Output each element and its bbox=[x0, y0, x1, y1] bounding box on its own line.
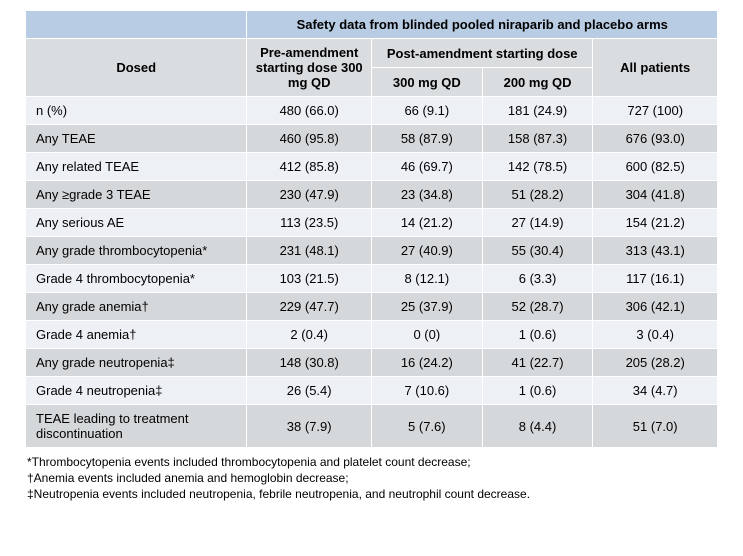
header-blank bbox=[26, 11, 247, 39]
header-pre: Pre-amendment starting dose 300 mg QD bbox=[247, 39, 372, 97]
header-dosed: Dosed bbox=[26, 39, 247, 97]
cell-p200: 51 (28.2) bbox=[482, 181, 593, 209]
cell-all: 3 (0.4) bbox=[593, 321, 718, 349]
cell-p300: 66 (9.1) bbox=[371, 97, 482, 125]
header-post-200: 200 mg QD bbox=[482, 68, 593, 97]
cell-p200: 27 (14.9) bbox=[482, 209, 593, 237]
cell-pre: 230 (47.9) bbox=[247, 181, 372, 209]
table-row: Any grade thrombocytopenia*231 (48.1)27 … bbox=[26, 237, 718, 265]
cell-p200: 158 (87.3) bbox=[482, 125, 593, 153]
cell-p200: 1 (0.6) bbox=[482, 377, 593, 405]
cell-p200: 8 (4.4) bbox=[482, 405, 593, 448]
cell-pre: 103 (21.5) bbox=[247, 265, 372, 293]
cell-p200: 1 (0.6) bbox=[482, 321, 593, 349]
cell-p300: 8 (12.1) bbox=[371, 265, 482, 293]
header-all: All patients bbox=[593, 39, 718, 97]
cell-pre: 229 (47.7) bbox=[247, 293, 372, 321]
cell-all: 205 (28.2) bbox=[593, 349, 718, 377]
row-label: Any grade thrombocytopenia* bbox=[26, 237, 247, 265]
table-row: TEAE leading to treatment discontinuatio… bbox=[26, 405, 718, 448]
cell-pre: 231 (48.1) bbox=[247, 237, 372, 265]
cell-pre: 38 (7.9) bbox=[247, 405, 372, 448]
cell-p200: 55 (30.4) bbox=[482, 237, 593, 265]
cell-p200: 142 (78.5) bbox=[482, 153, 593, 181]
cell-all: 34 (4.7) bbox=[593, 377, 718, 405]
row-label: Any TEAE bbox=[26, 125, 247, 153]
cell-p300: 25 (37.9) bbox=[371, 293, 482, 321]
cell-p200: 181 (24.9) bbox=[482, 97, 593, 125]
cell-all: 600 (82.5) bbox=[593, 153, 718, 181]
cell-all: 154 (21.2) bbox=[593, 209, 718, 237]
cell-p300: 23 (34.8) bbox=[371, 181, 482, 209]
cell-p300: 0 (0) bbox=[371, 321, 482, 349]
cell-all: 727 (100) bbox=[593, 97, 718, 125]
footnotes: *Thrombocytopenia events included thromb… bbox=[25, 448, 718, 503]
row-label: Grade 4 neutropenia‡ bbox=[26, 377, 247, 405]
table-row: Any ≥grade 3 TEAE230 (47.9)23 (34.8)51 (… bbox=[26, 181, 718, 209]
table-row: Any TEAE460 (95.8)58 (87.9)158 (87.3)676… bbox=[26, 125, 718, 153]
cell-all: 51 (7.0) bbox=[593, 405, 718, 448]
cell-p200: 52 (28.7) bbox=[482, 293, 593, 321]
row-label: Any serious AE bbox=[26, 209, 247, 237]
cell-p300: 16 (24.2) bbox=[371, 349, 482, 377]
row-label: Any related TEAE bbox=[26, 153, 247, 181]
table-row: Any related TEAE412 (85.8)46 (69.7)142 (… bbox=[26, 153, 718, 181]
cell-pre: 148 (30.8) bbox=[247, 349, 372, 377]
footnote-3: ‡Neutropenia events included neutropenia… bbox=[27, 486, 718, 502]
cell-p200: 41 (22.7) bbox=[482, 349, 593, 377]
cell-p300: 27 (40.9) bbox=[371, 237, 482, 265]
header-post: Post-amendment starting dose bbox=[371, 39, 592, 68]
table-head: Safety data from blinded pooled nirapari… bbox=[26, 11, 718, 97]
table-row: n (%)480 (66.0)66 (9.1)181 (24.9)727 (10… bbox=[26, 97, 718, 125]
cell-all: 304 (41.8) bbox=[593, 181, 718, 209]
table-body: n (%)480 (66.0)66 (9.1)181 (24.9)727 (10… bbox=[26, 97, 718, 448]
cell-pre: 113 (23.5) bbox=[247, 209, 372, 237]
cell-pre: 26 (5.4) bbox=[247, 377, 372, 405]
cell-all: 306 (42.1) bbox=[593, 293, 718, 321]
cell-pre: 480 (66.0) bbox=[247, 97, 372, 125]
cell-pre: 460 (95.8) bbox=[247, 125, 372, 153]
row-label: n (%) bbox=[26, 97, 247, 125]
header-title: Safety data from blinded pooled nirapari… bbox=[247, 11, 718, 39]
table-row: Grade 4 anemia†2 (0.4)0 (0)1 (0.6)3 (0.4… bbox=[26, 321, 718, 349]
table-row: Grade 4 neutropenia‡26 (5.4)7 (10.6)1 (0… bbox=[26, 377, 718, 405]
row-label: Any grade neutropenia‡ bbox=[26, 349, 247, 377]
table-row: Grade 4 thrombocytopenia*103 (21.5)8 (12… bbox=[26, 265, 718, 293]
cell-all: 676 (93.0) bbox=[593, 125, 718, 153]
table-row: Any serious AE113 (23.5)14 (21.2)27 (14.… bbox=[26, 209, 718, 237]
cell-pre: 2 (0.4) bbox=[247, 321, 372, 349]
footnote-1: *Thrombocytopenia events included thromb… bbox=[27, 454, 718, 470]
cell-p300: 46 (69.7) bbox=[371, 153, 482, 181]
cell-p200: 6 (3.3) bbox=[482, 265, 593, 293]
cell-p300: 58 (87.9) bbox=[371, 125, 482, 153]
cell-all: 313 (43.1) bbox=[593, 237, 718, 265]
table-row: Any grade anemia†229 (47.7)25 (37.9)52 (… bbox=[26, 293, 718, 321]
cell-pre: 412 (85.8) bbox=[247, 153, 372, 181]
header-post-300: 300 mg QD bbox=[371, 68, 482, 97]
cell-p300: 5 (7.6) bbox=[371, 405, 482, 448]
cell-p300: 14 (21.2) bbox=[371, 209, 482, 237]
footnote-2: †Anemia events included anemia and hemog… bbox=[27, 470, 718, 486]
table-row: Any grade neutropenia‡148 (30.8)16 (24.2… bbox=[26, 349, 718, 377]
row-label: Grade 4 anemia† bbox=[26, 321, 247, 349]
row-label: Any grade anemia† bbox=[26, 293, 247, 321]
row-label: Grade 4 thrombocytopenia* bbox=[26, 265, 247, 293]
cell-all: 117 (16.1) bbox=[593, 265, 718, 293]
table-container: Safety data from blinded pooled nirapari… bbox=[0, 0, 743, 523]
row-label: Any ≥grade 3 TEAE bbox=[26, 181, 247, 209]
row-label: TEAE leading to treatment discontinuatio… bbox=[26, 405, 247, 448]
cell-p300: 7 (10.6) bbox=[371, 377, 482, 405]
safety-table: Safety data from blinded pooled nirapari… bbox=[25, 10, 718, 448]
